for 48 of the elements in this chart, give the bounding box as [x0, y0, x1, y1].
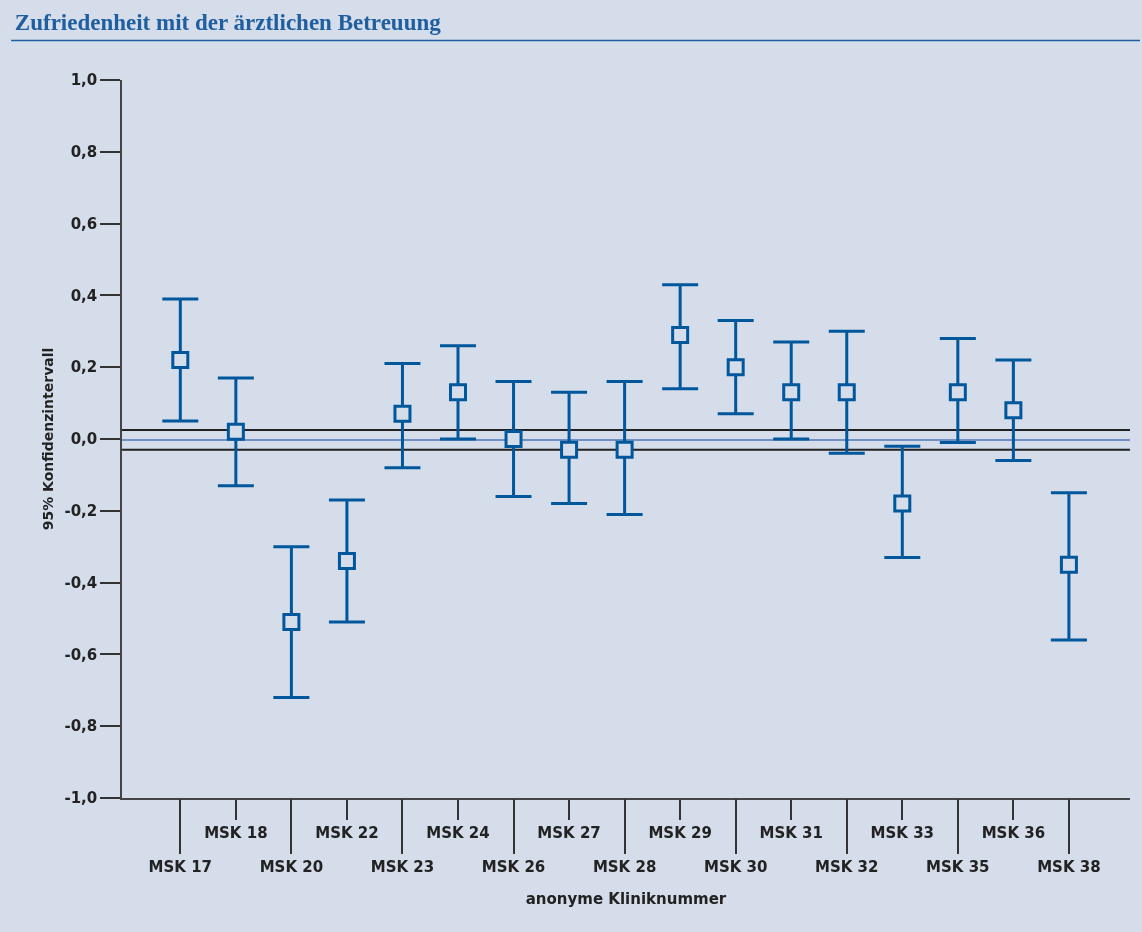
y-tick-label: 1,0: [70, 71, 98, 90]
point: [837, 383, 856, 402]
point: [948, 383, 967, 402]
x-axis-title: anonyme Kliniknummer: [525, 890, 727, 908]
x-tick-label: MSK 31: [759, 823, 823, 842]
point: [393, 404, 412, 423]
y-tick-label: -1,0: [64, 789, 98, 808]
y-tick-label: -0,6: [64, 645, 98, 664]
point: [1004, 401, 1023, 420]
x-tick-label: MSK 23: [370, 858, 435, 876]
x-tick-label: MSK 28: [592, 858, 657, 876]
y-tick-label: 0,6: [70, 214, 98, 233]
x-tick-label: MSK 32: [815, 858, 879, 876]
point: [893, 494, 912, 513]
point: [504, 430, 523, 448]
y-tick-label: -0,8: [64, 717, 98, 736]
x-tick-label: MSK 22: [315, 823, 379, 842]
point: [171, 351, 190, 370]
point: [560, 440, 579, 459]
x-tick-label: MSK 27: [537, 823, 601, 842]
y-tick-label: 0,4: [70, 286, 98, 305]
point: [226, 422, 245, 441]
x-tick-label: MSK 26: [481, 858, 546, 876]
point: [337, 552, 356, 571]
point: [1059, 555, 1078, 574]
y-tick-label: -0,4: [64, 573, 98, 592]
x-tick-label: MSK 33: [870, 823, 935, 842]
y-tick-label: -0,2: [64, 502, 98, 521]
chart-title: Zufriedenheit mit der ärztlichen Betreuung: [14, 10, 442, 36]
point: [615, 440, 634, 459]
point: [449, 383, 467, 402]
x-tick-label: MSK 18: [204, 823, 268, 842]
x-tick-label: MSK 24: [426, 823, 490, 842]
y-tick-label: 0,0: [70, 430, 98, 449]
point: [726, 358, 745, 377]
point: [671, 325, 690, 344]
point: [782, 383, 801, 402]
x-tick-label: MSK 36: [981, 823, 1046, 842]
x-tick-label: MSK 38: [1037, 858, 1101, 876]
point: [282, 613, 301, 632]
x-tick-label: MSK 17: [148, 858, 213, 876]
y-axis-title: 95% Konfidenzintervall: [39, 347, 56, 531]
x-tick-label: MSK 20: [259, 858, 324, 876]
y-tick-label: 0,2: [70, 358, 98, 377]
x-tick-label: MSK 29: [648, 823, 712, 842]
x-tick-label: MSK 30: [703, 858, 768, 876]
y-tick-label: 0,8: [70, 143, 98, 162]
x-tick-label: MSK 35: [926, 858, 990, 876]
